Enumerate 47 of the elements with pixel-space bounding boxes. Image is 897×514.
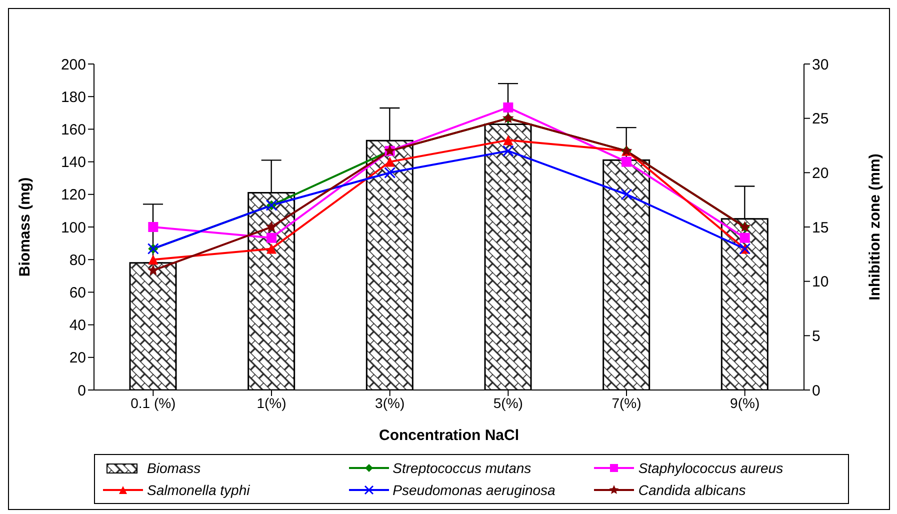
point xyxy=(148,254,158,265)
legend-label: Salmonella typhi xyxy=(147,482,250,498)
y-tick-label: 60 xyxy=(69,284,86,302)
x-axis-title: Concentration NaCl xyxy=(378,427,520,444)
point xyxy=(620,188,632,200)
y-axis-title: Biomass (mg) xyxy=(16,177,34,277)
legend-label: Pseudomonas aeruginosa xyxy=(392,482,556,498)
y-tick-label: 160 xyxy=(60,122,86,139)
y2-tick-label: 25 xyxy=(812,110,829,128)
legend-label: Staphylococcus aureus xyxy=(638,460,784,476)
point xyxy=(622,156,632,167)
y-tick-label: 200 xyxy=(60,56,86,74)
y2-axis-title: Inhibition zone (mm) xyxy=(866,154,884,300)
y2-tick-label: 0 xyxy=(812,382,820,400)
point xyxy=(740,232,750,243)
y2-tick-label: 30 xyxy=(812,56,829,74)
y2-tick-label: 10 xyxy=(812,274,829,291)
x-tick-label: 0.1 (%) xyxy=(130,394,176,411)
x-tick-label: 9(%) xyxy=(730,394,760,411)
point xyxy=(266,232,276,243)
y-tick-label: 0 xyxy=(78,382,86,400)
y-tick-label: 80 xyxy=(69,252,86,269)
point xyxy=(266,244,276,254)
point xyxy=(502,145,514,157)
y-tick-label: 100 xyxy=(60,219,86,236)
legend-label: Candida albicans xyxy=(638,482,746,498)
y2-tick-label: 5 xyxy=(812,328,820,345)
y2-tick-label: 15 xyxy=(812,219,829,236)
y-tick-label: 40 xyxy=(69,317,86,334)
point xyxy=(384,166,396,178)
point xyxy=(503,135,514,146)
y-tick-label: 20 xyxy=(69,350,86,367)
x-tick-label: 7(%) xyxy=(612,394,642,411)
y-tick-label: 140 xyxy=(60,154,86,172)
x-tick-label: 1(%) xyxy=(256,394,286,411)
x-tick-label: 3(%) xyxy=(375,394,405,411)
x-tick-label: 5(%) xyxy=(493,394,523,411)
point xyxy=(148,222,158,232)
point xyxy=(384,156,395,167)
point xyxy=(147,264,159,276)
point xyxy=(503,102,514,112)
y-tick-label: 120 xyxy=(60,186,86,204)
legend-label: Streptococcus mutans xyxy=(392,460,532,476)
y-tick-label: 180 xyxy=(60,88,86,106)
legend-label: Biomass xyxy=(147,460,201,476)
y2-tick-label: 20 xyxy=(812,164,829,182)
point xyxy=(266,221,278,232)
